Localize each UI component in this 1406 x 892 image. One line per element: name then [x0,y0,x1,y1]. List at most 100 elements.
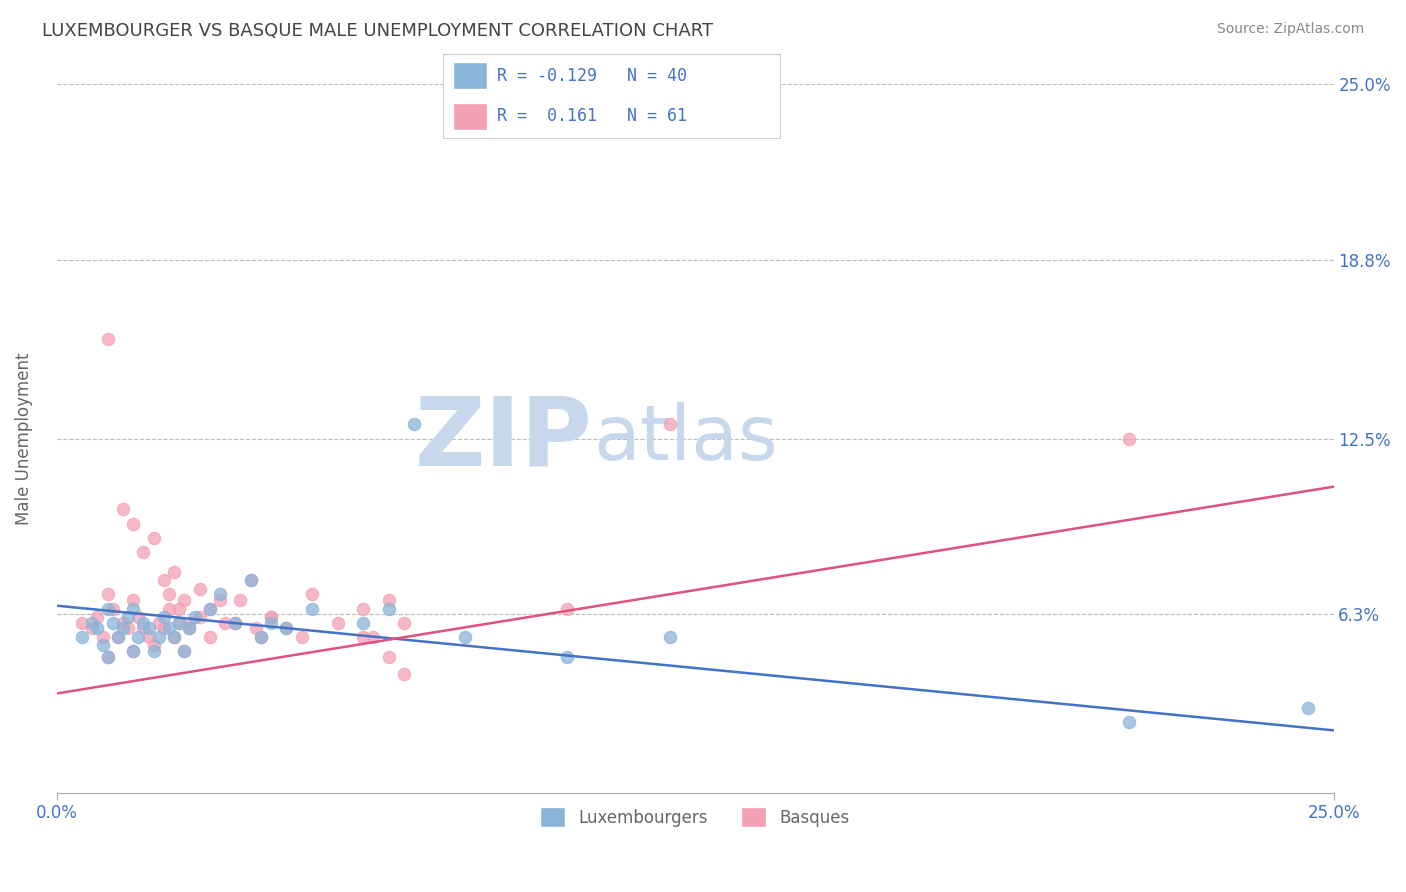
Point [122,644,145,658]
Point [224,615,246,630]
Point [82,621,104,635]
Point [352,615,374,630]
Point [658,630,681,644]
Point [1118,432,1140,446]
Point [239,573,262,587]
Point [127,630,149,644]
Point [167,615,190,630]
Point [86,610,108,624]
Point [122,593,145,607]
Point [107,630,129,644]
Point [70,630,93,644]
Y-axis label: Male Unemployment: Male Unemployment [15,352,32,524]
Point [142,638,165,652]
Point [326,615,349,630]
Point [377,649,399,664]
Point [260,615,283,630]
Point [352,630,374,644]
Point [97,587,120,601]
Point [82,615,104,630]
Point [377,593,399,607]
Point [148,615,170,630]
Point [122,516,145,531]
Point [301,601,323,615]
Point [454,630,477,644]
Point [183,610,205,624]
Legend: Luxembourgers, Basques: Luxembourgers, Basques [533,800,856,834]
Point [153,610,176,624]
Point [148,630,170,644]
Point [361,630,384,644]
Point [173,644,195,658]
Point [1118,714,1140,729]
Point [132,615,155,630]
Point [163,565,186,579]
Text: atlas: atlas [593,401,778,475]
Point [229,593,252,607]
Point [117,610,139,624]
Point [70,615,93,630]
Point [260,610,283,624]
Point [97,332,120,346]
Point [97,649,120,664]
Point [101,601,124,615]
Point [157,601,180,615]
Point [97,601,120,615]
Point [276,621,298,635]
Point [392,615,415,630]
Point [214,615,236,630]
Point [132,545,155,559]
Point [260,610,283,624]
Point [132,621,155,635]
Point [173,644,195,658]
Point [122,601,145,615]
Point [157,621,180,635]
Point [97,649,120,664]
Point [117,621,139,635]
Text: R =  0.161   N = 61: R = 0.161 N = 61 [496,107,688,125]
Point [224,615,246,630]
Point [404,417,426,432]
Point [188,610,211,624]
Point [250,630,273,644]
Text: Source: ZipAtlas.com: Source: ZipAtlas.com [1216,22,1364,37]
Point [157,587,180,601]
Point [163,630,186,644]
Point [377,601,399,615]
Point [557,649,579,664]
Point [173,593,195,607]
Point [167,601,190,615]
Point [163,630,186,644]
Point [301,587,323,601]
Point [179,621,201,635]
Point [111,502,134,516]
Point [153,573,176,587]
Point [239,573,262,587]
Point [276,621,298,635]
Point [198,601,221,615]
Point [142,531,165,545]
Point [198,630,221,644]
Point [352,601,374,615]
Point [86,621,108,635]
Text: LUXEMBOURGER VS BASQUE MALE UNEMPLOYMENT CORRELATION CHART: LUXEMBOURGER VS BASQUE MALE UNEMPLOYMENT… [42,22,713,40]
Bar [453,103,486,130]
Point [91,630,114,644]
Point [122,644,145,658]
Point [557,601,579,615]
Point [101,615,124,630]
Point [138,630,160,644]
Point [111,621,134,635]
Point [245,621,267,635]
Point [198,601,221,615]
Point [179,615,201,630]
Point [167,615,190,630]
Point [111,615,134,630]
Point [107,630,129,644]
Point [127,610,149,624]
Text: ZIP: ZIP [415,392,593,485]
Point [291,630,314,644]
Point [658,417,681,432]
Point [209,587,232,601]
Point [250,630,273,644]
